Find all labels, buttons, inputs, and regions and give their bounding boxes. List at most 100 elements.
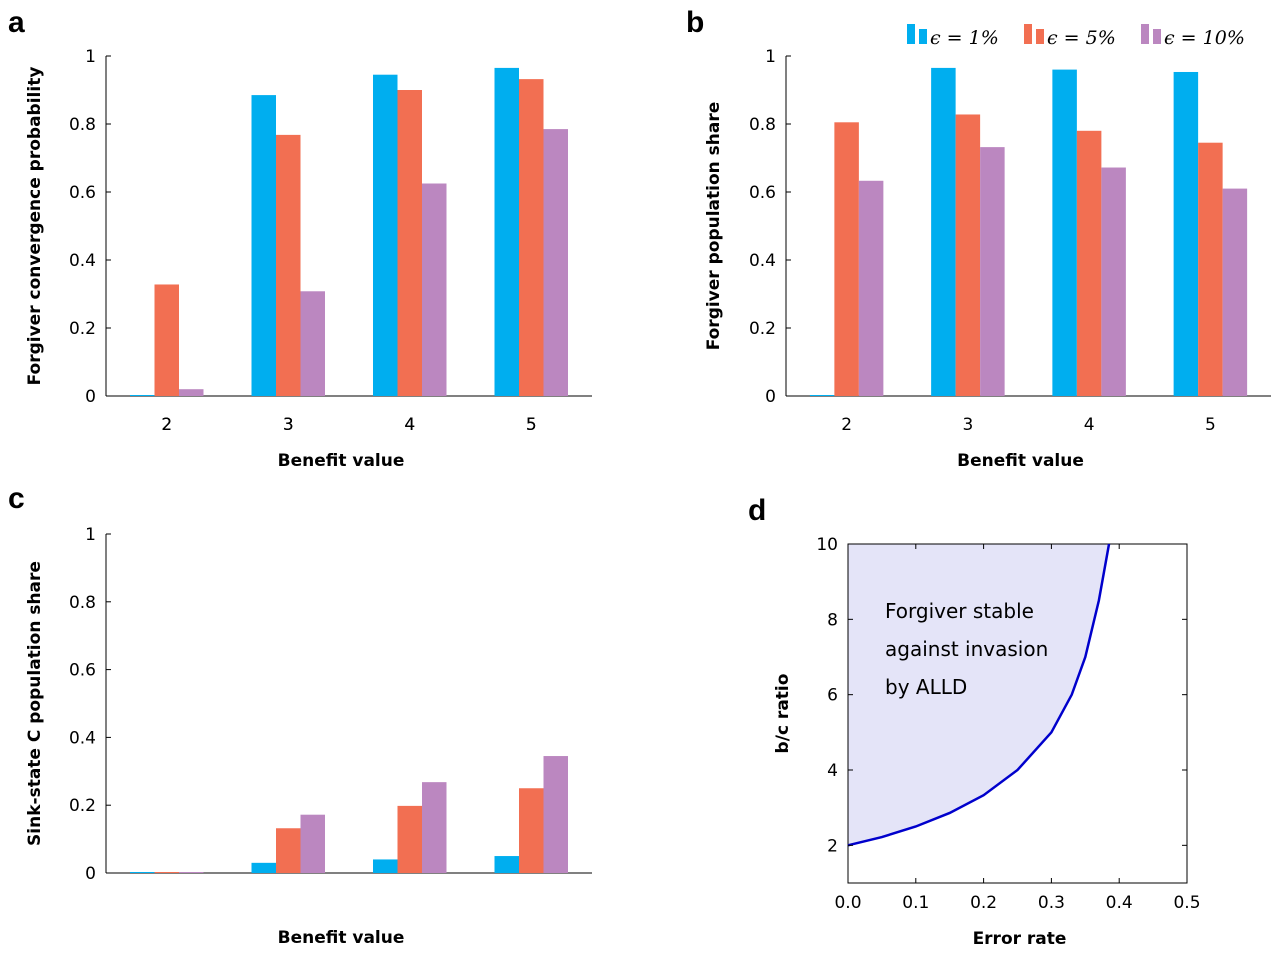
bar [373, 859, 398, 873]
x-axis-title: Benefit value [278, 451, 405, 471]
y-tick-label: 0 [85, 387, 96, 407]
bar [809, 395, 835, 396]
y-tick-label: 0.4 [749, 251, 776, 271]
y-tick-label: 0 [765, 387, 776, 407]
panel-label-a: a [8, 6, 25, 39]
x-tick-label: 5 [526, 415, 537, 435]
bar [422, 782, 447, 873]
legend-label: ϵ = 10% [1164, 27, 1245, 49]
bar [931, 67, 956, 397]
bar [1101, 167, 1126, 396]
y-tick-label: 10 [816, 535, 838, 555]
y-tick-label: 1 [765, 47, 776, 67]
bar [130, 395, 155, 396]
y-tick-label: 0.4 [69, 251, 96, 271]
x-tick-label: 0.1 [902, 893, 929, 913]
y-tick-label: 0.8 [749, 115, 776, 135]
x-axis-title: Error rate [973, 929, 1067, 949]
panel-c: c 0 0.2 0.4 0.6 0.8 1 2 3 4 5 Benefit value Sink-sta… [8, 415, 592, 948]
y-tick-label: 0.6 [69, 661, 96, 681]
x-tick-label: 3 [283, 415, 294, 435]
bar [373, 74, 398, 396]
bar [397, 90, 422, 396]
y-tick-label: 0.8 [69, 593, 96, 613]
bar [251, 95, 276, 396]
panel-b: b 0 0.2 0.4 0.6 0.8 1 2 3 4 5 Benefit value Forgiver… [686, 6, 1271, 471]
bar [300, 814, 325, 873]
y-tick-label: 0.2 [69, 319, 96, 339]
legend-swatch [1153, 29, 1161, 44]
bar [154, 872, 179, 873]
bar [276, 134, 301, 396]
y-axis-title: b/c ratio [773, 674, 793, 754]
x-tick-label: 4 [404, 415, 415, 435]
legend-swatch [907, 24, 915, 44]
bar [276, 828, 301, 873]
y-tick-label: 0.4 [69, 728, 96, 748]
x-tick-label: 3 [283, 415, 294, 435]
y-axis-title: Forgiver convergence probability [25, 67, 45, 386]
bar [251, 862, 276, 873]
x-tick-label: 0.5 [1173, 893, 1200, 913]
x-tick-label: 0.2 [970, 893, 997, 913]
boundary-curve [847, 543, 1111, 847]
x-tick-label: 2 [161, 415, 172, 435]
legend-swatch [919, 29, 927, 44]
x-tick-label: 0.0 [834, 893, 861, 913]
bar [1222, 188, 1248, 396]
plot-frame [847, 543, 1188, 884]
y-tick-label: 1 [85, 47, 96, 67]
bar [834, 122, 859, 397]
y-tick-label: 0.6 [69, 183, 96, 203]
bar [519, 79, 544, 397]
panel-a: a 0 0.2 0.4 0.6 0.8 1 2 3 4 5 Benefit value Forgiver… [8, 6, 592, 471]
y-tick-label: 0.6 [749, 183, 776, 203]
x-axis-title: Benefit value [278, 928, 405, 948]
y-tick-label: 4 [827, 761, 838, 781]
panel-label-d: d [748, 494, 766, 527]
panel-label-b: b [686, 6, 704, 39]
y-axis-title: Sink-state C population share [25, 561, 45, 846]
bar [1198, 142, 1223, 396]
x-tick-label: 5 [526, 415, 537, 435]
x-tick-label: 4 [1084, 415, 1095, 435]
bar [422, 183, 447, 396]
y-tick-label: 6 [827, 686, 838, 706]
y-tick-label: 0 [85, 864, 96, 884]
bar [543, 129, 568, 396]
x-tick-label: 3 [962, 415, 973, 435]
legend-swatch [1141, 24, 1149, 44]
bar [543, 756, 568, 873]
annotation-line: by ALLD [885, 675, 967, 699]
bar [300, 291, 325, 396]
y-axis-title: Forgiver population share [704, 102, 724, 351]
bar [179, 389, 204, 396]
bar [858, 180, 884, 396]
legend-label: ϵ = 5% [1047, 27, 1116, 49]
bar [519, 788, 544, 873]
bar [130, 872, 155, 873]
bar [494, 67, 519, 397]
stable-region [848, 544, 1110, 846]
legend-swatch [1024, 24, 1032, 44]
x-tick-label: 4 [404, 415, 415, 435]
legend-label: ϵ = 1% [930, 27, 999, 49]
x-tick-label: 0.3 [1038, 893, 1065, 913]
x-tick-label: 5 [1205, 415, 1216, 435]
y-tick-label: 8 [827, 610, 838, 630]
y-tick-label: 2 [827, 836, 838, 856]
x-axis-title: Benefit value [957, 451, 1084, 471]
bar [955, 114, 981, 396]
bar [154, 284, 179, 396]
bar [179, 872, 204, 873]
annotation-line: Forgiver stable [885, 599, 1034, 623]
bar [397, 805, 422, 873]
x-tick-label: 2 [841, 415, 852, 435]
bar [494, 856, 519, 873]
bar [1052, 69, 1077, 396]
y-tick-label: 0.2 [749, 319, 776, 339]
y-tick-label: 0.2 [69, 796, 96, 816]
y-tick-label: 1 [85, 525, 96, 545]
y-tick-label: 0.8 [69, 115, 96, 135]
